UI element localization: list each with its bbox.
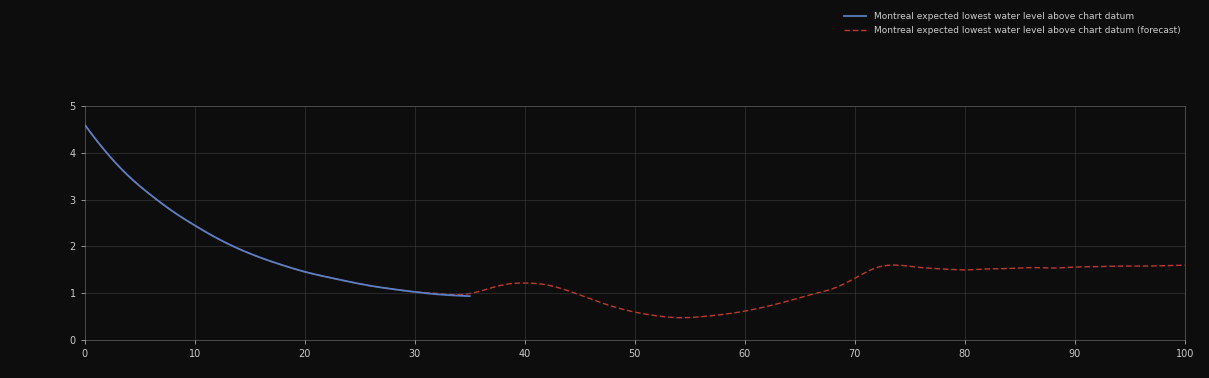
Montreal expected lowest water level above chart datum (forecast) [145,194,160,198]
Montreal expected lowest water level above chart datum (forecast) [673,316,688,320]
Line: Montreal expected lowest water level above chart datum: Montreal expected lowest water level abo… [85,125,469,296]
Montreal expected lowest water level above chart datum (forecast) [77,122,92,127]
Montreal expected lowest water level above chart datum [462,294,476,298]
Montreal expected lowest water level above chart datum (forecast) [1178,263,1192,268]
Legend: Montreal expected lowest water level above chart datum, Montreal expected lowest: Montreal expected lowest water level abo… [844,12,1180,35]
Montreal expected lowest water level above chart datum (forecast) [780,299,794,304]
Montreal expected lowest water level above chart datum [230,246,244,250]
Montreal expected lowest water level above chart datum [123,176,138,181]
Montreal expected lowest water level above chart datum [357,282,371,287]
Montreal expected lowest water level above chart datum (forecast) [747,307,762,311]
Line: Montreal expected lowest water level above chart datum (forecast): Montreal expected lowest water level abo… [85,125,1185,318]
Montreal expected lowest water level above chart datum [77,122,92,127]
Montreal expected lowest water level above chart datum [203,232,218,237]
Montreal expected lowest water level above chart datum [319,275,334,279]
Montreal expected lowest water level above chart datum (forecast) [718,312,733,316]
Montreal expected lowest water level above chart datum [355,282,370,287]
Montreal expected lowest water level above chart datum (forecast) [913,265,927,270]
Montreal expected lowest water level above chart datum (forecast) [1026,265,1041,270]
